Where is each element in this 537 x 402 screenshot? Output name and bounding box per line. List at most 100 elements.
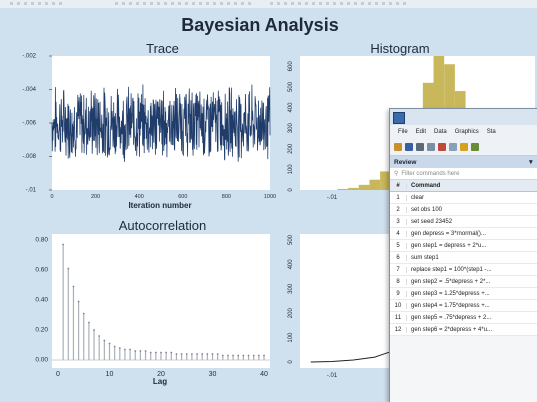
row-command: gen depress = 3*rnormal()...	[411, 230, 486, 237]
tick-label: 0	[288, 360, 294, 364]
menu-graphics[interactable]: Graphics	[454, 129, 479, 135]
review-column-header[interactable]: # Command	[390, 180, 537, 192]
acf-point	[149, 351, 152, 354]
acf-point	[227, 354, 229, 357]
acf-point	[257, 354, 260, 357]
menu-bar: File Edit Data Graphics Sta	[390, 125, 537, 139]
row-command: set obs 100	[411, 206, 443, 213]
open-icon[interactable]	[394, 143, 402, 151]
tick-label: -.01	[327, 373, 338, 379]
acf-point	[196, 353, 198, 355]
tick-label: 800	[222, 194, 231, 200]
acf-point	[191, 353, 193, 355]
command-column-header[interactable]: Command	[411, 182, 441, 189]
review-row[interactable]: 8 gen step2 = .5*depress + 2*...	[390, 276, 537, 288]
top-toolbar-strip	[0, 0, 537, 8]
tick-label: 0.60	[35, 267, 48, 274]
acf-point	[263, 354, 265, 357]
autocorrelation-title: Autocorrelation	[118, 218, 207, 233]
histogram-bar	[348, 187, 359, 190]
filter-placeholder: Filter commands here	[401, 170, 460, 177]
save-icon[interactable]	[405, 143, 413, 151]
acf-point	[108, 342, 111, 345]
tick-label: 0	[288, 188, 294, 192]
tick-label: 0.20	[35, 327, 48, 334]
acf-point	[170, 351, 173, 354]
review-row[interactable]: 5 gen step1 = depress + 2*u...	[390, 240, 537, 252]
trace-series	[51, 84, 271, 162]
histogram-title: Histogram	[370, 41, 430, 56]
tick-label: -.002	[22, 54, 36, 60]
tick-label: 200	[288, 143, 294, 154]
review-row[interactable]: 1 clear	[390, 192, 537, 204]
viewer-icon[interactable]	[438, 143, 446, 151]
print-icon[interactable]	[416, 143, 424, 151]
review-row[interactable]: 12 gen step6 = 2*depress + 4*u...	[390, 324, 537, 336]
search-icon: ⚲	[394, 171, 399, 177]
row-command: gen step2 = .5*depress + 2*...	[411, 278, 491, 285]
window-titlebar[interactable]	[390, 109, 537, 125]
menu-edit[interactable]: Edit	[415, 129, 427, 135]
figure-title: Bayesian Analysis	[181, 15, 339, 35]
review-row[interactable]: 11 gen step5 = .75*depress + 2...	[390, 312, 537, 324]
acf-point	[165, 351, 168, 354]
acf-point	[252, 354, 255, 357]
row-command: clear	[411, 194, 425, 201]
tick-label: 20	[157, 371, 165, 378]
filter-commands-field[interactable]: ⚲ Filter commands here	[390, 168, 537, 180]
tick-label: 30	[209, 371, 217, 378]
do-file-editor-icon[interactable]	[460, 143, 468, 151]
acf-point	[118, 347, 121, 349]
review-label: Review	[394, 158, 417, 166]
acf-point	[175, 353, 178, 355]
tick-label: 100	[288, 164, 294, 175]
acf-point	[139, 350, 142, 352]
review-panel-header[interactable]: Review ▼	[390, 156, 537, 168]
acf-point	[201, 353, 204, 355]
trace-xlabel: Iteration number	[128, 201, 191, 210]
menu-statistics[interactable]: Sta	[486, 129, 496, 135]
row-number: 9	[390, 290, 407, 297]
review-row[interactable]: 9 gen step3 = 1.25*depress +...	[390, 288, 537, 300]
row-number: 7	[390, 266, 407, 273]
review-row[interactable]: 7 replace step1 = 100*(step1 -...	[390, 264, 537, 276]
acf-point	[124, 348, 126, 351]
tick-label: -.008	[22, 154, 36, 160]
log-icon[interactable]	[427, 143, 435, 151]
histogram-bar	[358, 184, 370, 190]
review-row[interactable]: 2 set obs 100	[390, 204, 537, 216]
tick-label: 0.00	[35, 357, 48, 364]
review-row[interactable]: 10 gen step4 = 1.75*depress +...	[390, 300, 537, 312]
acf-point	[242, 354, 245, 357]
acf-point	[88, 321, 90, 324]
histogram-bar	[337, 188, 349, 190]
acf-point	[180, 353, 183, 355]
stata-window[interactable]: File Edit Data Graphics Sta Review ▼ ⚲ F…	[389, 108, 537, 402]
row-number: 11	[390, 314, 407, 321]
tick-label: 40	[260, 371, 268, 378]
review-row[interactable]: 6 sum step1	[390, 252, 537, 264]
tick-label: 200	[91, 194, 100, 200]
row-command: replace step1 = 100*(step1 -...	[411, 266, 492, 273]
review-row[interactable]: 3 set seed 23452	[390, 216, 537, 228]
row-command: sum step1	[411, 254, 439, 261]
review-row[interactable]: 4 gen depress = 3*rnormal()...	[390, 228, 537, 240]
row-number: 8	[390, 278, 407, 285]
graph-icon[interactable]	[449, 143, 457, 151]
acf-point	[232, 354, 235, 357]
tick-label: -.006	[22, 121, 36, 127]
tick-label: 600	[288, 61, 294, 72]
row-command: gen step1 = depress + 2*u...	[411, 242, 487, 249]
number-column-header[interactable]: #	[390, 182, 407, 189]
row-number: 3	[390, 218, 407, 225]
menu-data[interactable]: Data	[434, 129, 447, 135]
acf-point	[221, 354, 224, 357]
acf-point	[216, 353, 219, 355]
row-number: 6	[390, 254, 407, 261]
tick-label: 300	[288, 283, 294, 294]
toolbar-dots	[10, 2, 65, 5]
menu-file[interactable]: File	[398, 129, 408, 135]
pin-icon[interactable]: ▼	[527, 158, 534, 166]
acf-point	[237, 354, 240, 357]
data-editor-icon[interactable]	[471, 143, 479, 151]
